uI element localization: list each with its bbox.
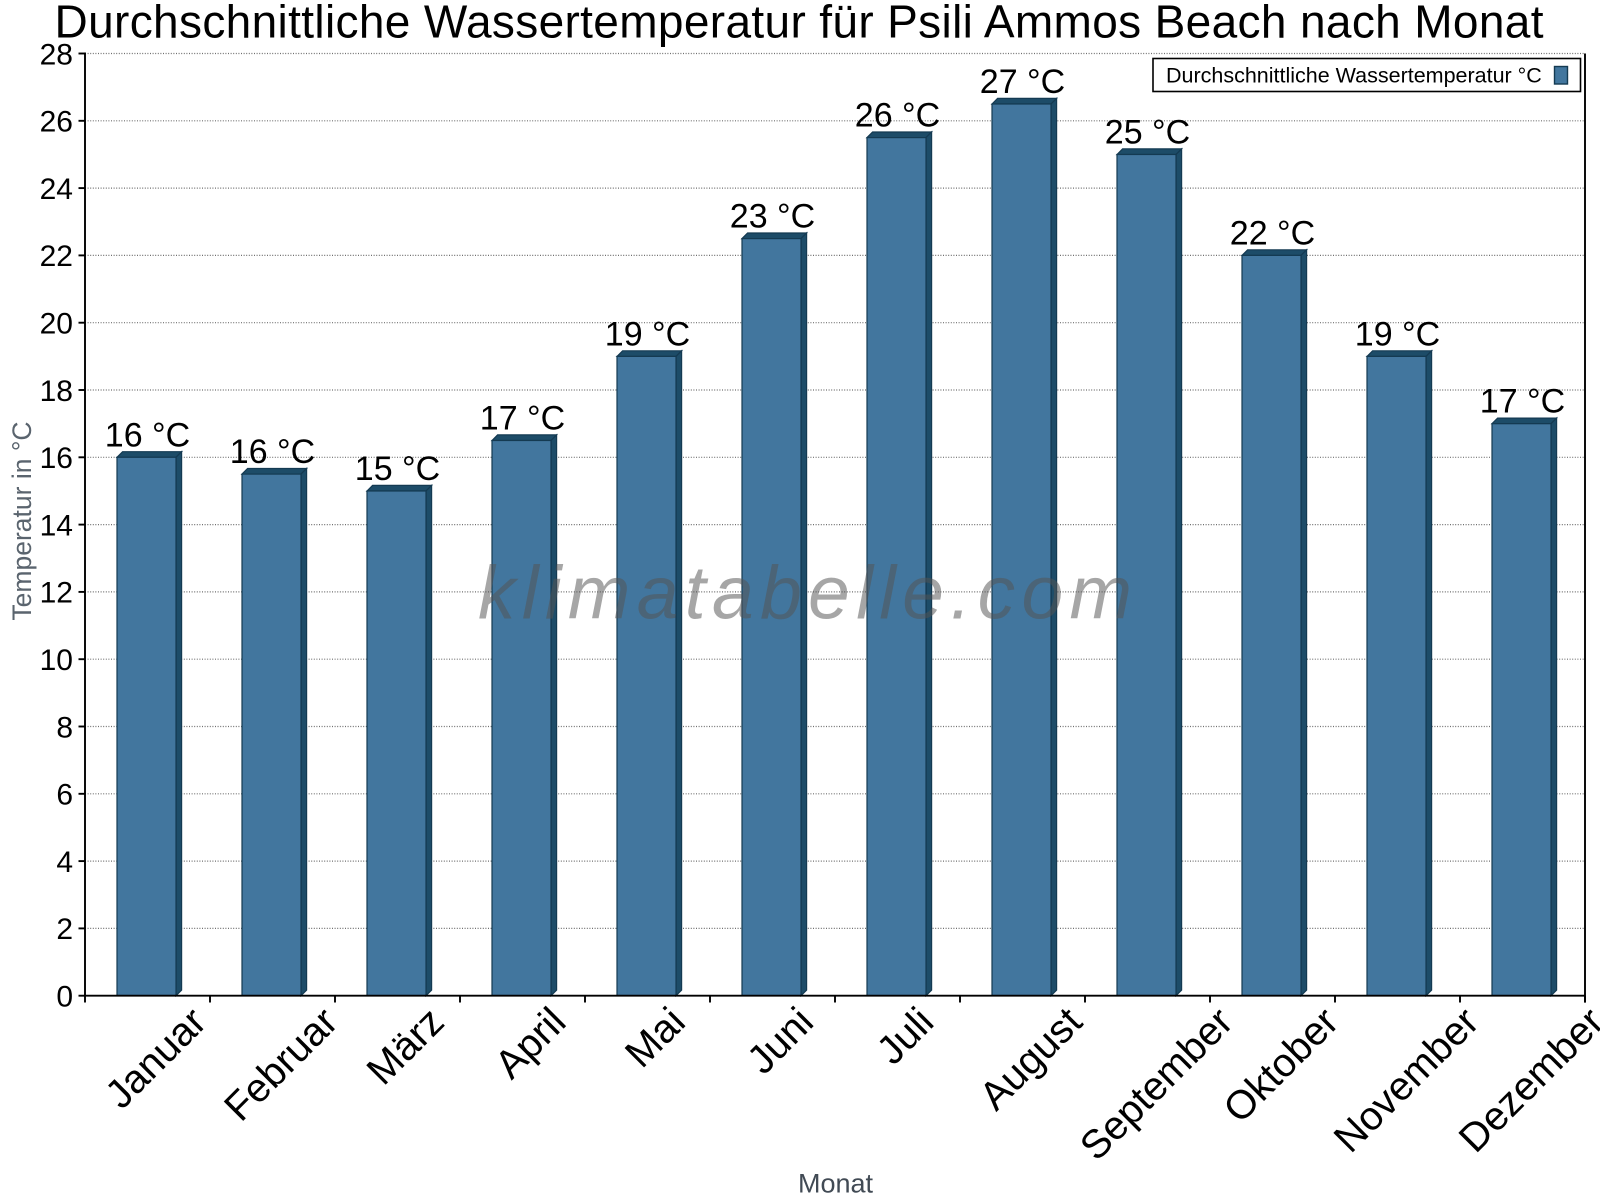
- svg-text:Temperatur in °C: Temperatur in °C: [7, 421, 37, 620]
- svg-text:16 °C: 16 °C: [230, 433, 315, 471]
- svg-text:4: 4: [56, 846, 73, 879]
- svg-text:Durchschnittliche Wassertemper: Durchschnittliche Wassertemperatur für P…: [55, 0, 1544, 48]
- svg-text:27 °C: 27 °C: [980, 63, 1065, 101]
- svg-text:6: 6: [56, 779, 73, 812]
- svg-text:24: 24: [40, 173, 73, 206]
- svg-text:17 °C: 17 °C: [480, 400, 565, 438]
- svg-text:18: 18: [40, 375, 73, 408]
- svg-text:Monat: Monat: [798, 1169, 874, 1199]
- svg-text:14: 14: [40, 509, 73, 542]
- svg-text:22 °C: 22 °C: [1230, 214, 1315, 252]
- svg-text:17 °C: 17 °C: [1480, 383, 1565, 421]
- svg-text:26 °C: 26 °C: [855, 97, 940, 135]
- svg-text:28: 28: [40, 38, 73, 71]
- svg-text:0: 0: [56, 981, 73, 1014]
- svg-text:19 °C: 19 °C: [605, 315, 690, 353]
- svg-text:2: 2: [56, 913, 73, 946]
- svg-text:8: 8: [56, 711, 73, 744]
- svg-text:23 °C: 23 °C: [730, 198, 815, 236]
- svg-text:22: 22: [40, 240, 73, 273]
- svg-text:25 °C: 25 °C: [1105, 114, 1190, 152]
- svg-text:15 °C: 15 °C: [355, 450, 440, 488]
- svg-text:19 °C: 19 °C: [1355, 315, 1440, 353]
- svg-text:Durchschnittliche Wassertemper: Durchschnittliche Wassertemperatur °C: [1166, 63, 1542, 87]
- svg-text:10: 10: [40, 644, 73, 677]
- svg-text:16: 16: [40, 442, 73, 475]
- svg-text:26: 26: [40, 106, 73, 139]
- svg-text:16 °C: 16 °C: [105, 416, 190, 454]
- svg-text:12: 12: [40, 577, 73, 610]
- svg-text:20: 20: [40, 308, 73, 341]
